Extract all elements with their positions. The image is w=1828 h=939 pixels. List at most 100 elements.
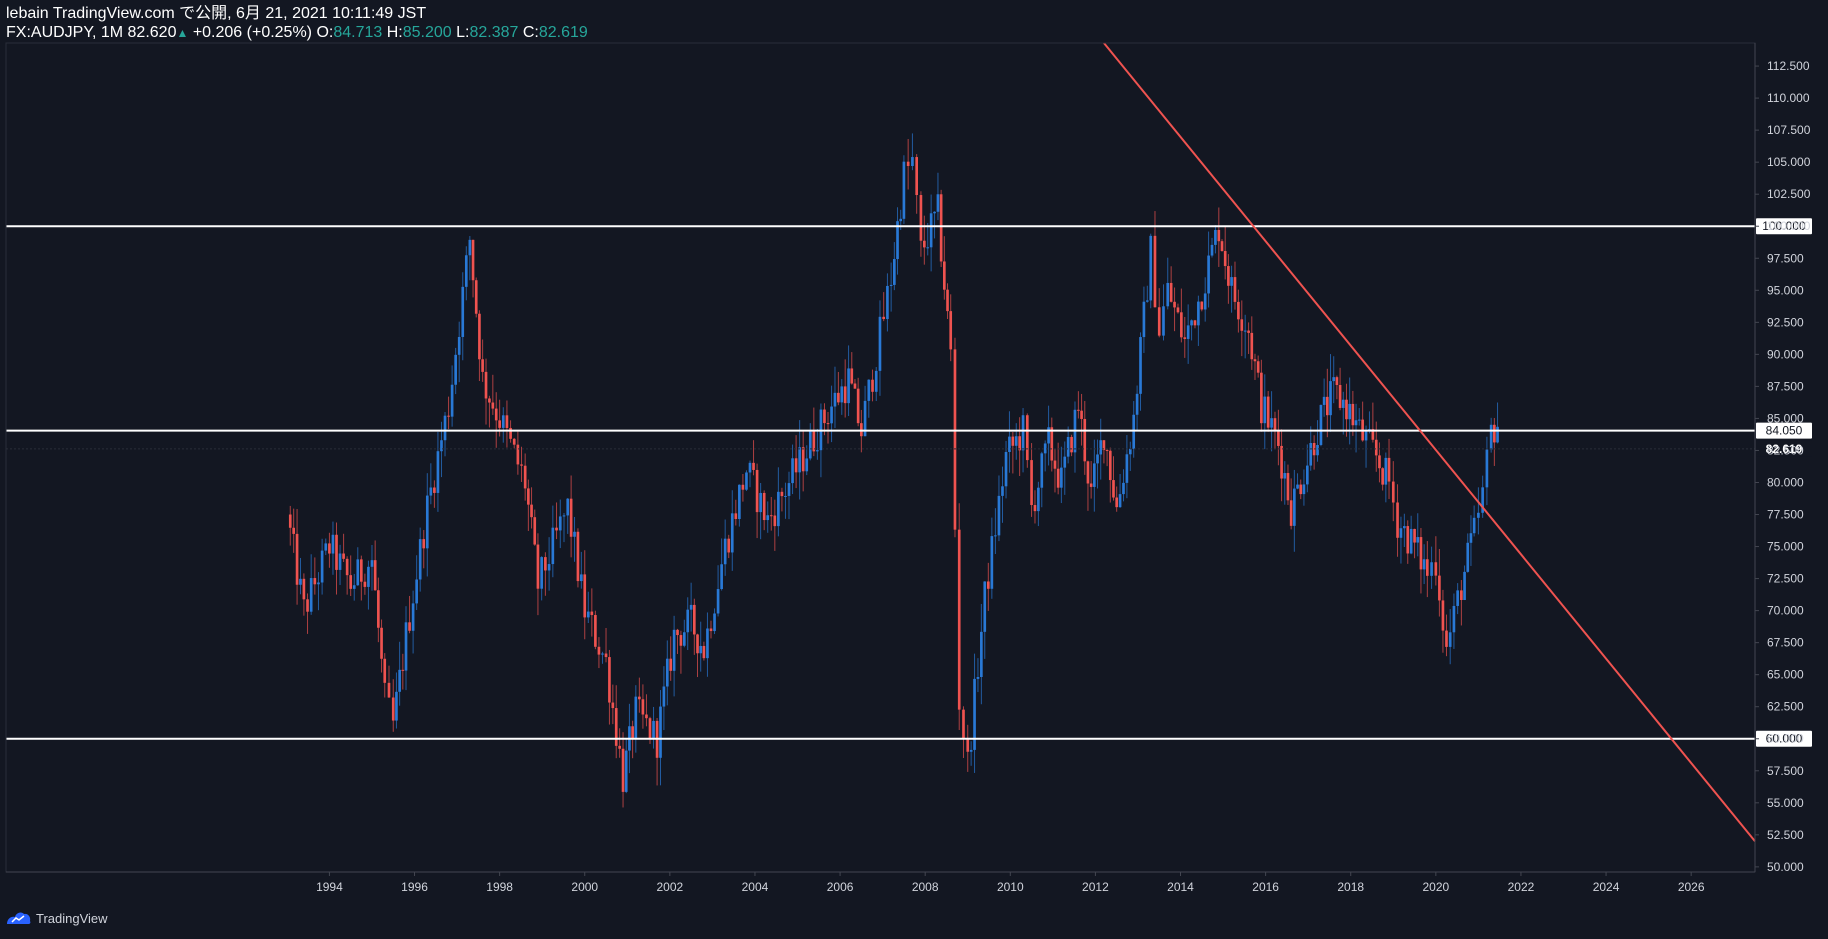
candle [923, 215, 926, 265]
candle [1083, 400, 1087, 475]
candle [1332, 356, 1336, 404]
candle-body [509, 427, 512, 439]
candle-body [1122, 482, 1125, 495]
candle-body [1011, 436, 1015, 446]
candle [889, 262, 893, 312]
candle [474, 277, 478, 318]
candle [1329, 354, 1332, 432]
candle [342, 533, 345, 562]
candle-body [536, 544, 540, 589]
candle [1230, 265, 1233, 313]
candle-body [377, 590, 380, 628]
candle-body [738, 484, 741, 520]
candle [863, 385, 867, 437]
candle [1256, 355, 1260, 378]
candle-body [727, 538, 731, 553]
candle [1183, 316, 1187, 358]
candle-body [1040, 453, 1044, 488]
candle [331, 521, 335, 575]
candle [1240, 300, 1244, 357]
candle [1260, 359, 1263, 432]
candle [780, 487, 784, 512]
candle-body [896, 221, 899, 260]
candle-body [679, 635, 683, 646]
candle-body [1247, 330, 1250, 333]
candle-body [929, 213, 933, 248]
candle [1469, 515, 1473, 566]
candle [1043, 440, 1047, 472]
candle [665, 640, 669, 706]
y-tick-label: 92.500 [1767, 315, 1804, 329]
candle [676, 628, 679, 654]
candle-body [1452, 605, 1456, 633]
candle-body [840, 386, 844, 403]
candle-body [1489, 424, 1493, 450]
candle-body [436, 451, 440, 493]
y-tick-label: 87.500 [1767, 379, 1804, 393]
candle-body [893, 259, 896, 285]
candle [699, 621, 703, 672]
candle-body [491, 402, 495, 409]
candle [624, 738, 628, 794]
x-tick-label: 2012 [1082, 880, 1109, 894]
candle [450, 365, 454, 427]
candle [1203, 277, 1207, 322]
candle-body [1416, 537, 1420, 543]
candle-body [461, 286, 465, 337]
candle [1322, 378, 1326, 417]
candle-body [1173, 301, 1176, 308]
candle-body [933, 211, 936, 214]
candle [1112, 456, 1115, 501]
candle-body [404, 622, 408, 671]
candle-body [411, 603, 415, 631]
candle-body [1384, 457, 1388, 485]
candle-body [1056, 468, 1060, 488]
candle [1169, 266, 1173, 303]
candle [856, 377, 860, 427]
candle-body [450, 384, 454, 417]
candle-body [794, 458, 798, 473]
candle-body [313, 578, 317, 585]
candle [634, 685, 638, 753]
candle-body [1466, 542, 1470, 572]
candle-body [662, 686, 666, 707]
candle [457, 321, 461, 383]
candle [1364, 425, 1368, 468]
candle-body [769, 515, 773, 517]
candle [1021, 408, 1025, 473]
candle [1253, 353, 1257, 380]
y-tick-label: 90.000 [1767, 347, 1804, 361]
y-tick-label: 72.500 [1767, 572, 1804, 586]
candle-body [1250, 332, 1254, 360]
candle [1096, 439, 1099, 489]
candle-body [1063, 456, 1067, 468]
candle [1425, 541, 1429, 598]
candle-body [1118, 494, 1122, 508]
candle [867, 379, 871, 418]
y-tick-label: 67.500 [1767, 636, 1804, 650]
candle-body [555, 527, 558, 531]
candle-body [295, 533, 299, 585]
candle [1086, 460, 1090, 511]
up-arrow-icon: ▲ [176, 26, 189, 40]
candle [1180, 288, 1183, 343]
candle [730, 490, 734, 571]
candle-body [1157, 307, 1161, 336]
candle-body [886, 285, 889, 320]
price-change: +0.206 (+0.25%) [192, 24, 313, 41]
candle [939, 189, 943, 268]
candle-body [641, 699, 645, 715]
close-value: 82.619 [538, 24, 588, 41]
candle-body [686, 609, 690, 633]
candle [1197, 295, 1200, 346]
candle [352, 573, 356, 601]
candle [1316, 420, 1319, 462]
candle-body [597, 646, 601, 655]
candle [943, 236, 946, 300]
candle-body [1434, 562, 1438, 576]
level-label: 60.000 [1766, 732, 1803, 746]
candle-body [292, 527, 295, 534]
candle-body [331, 534, 335, 554]
candle-body [1203, 293, 1207, 310]
